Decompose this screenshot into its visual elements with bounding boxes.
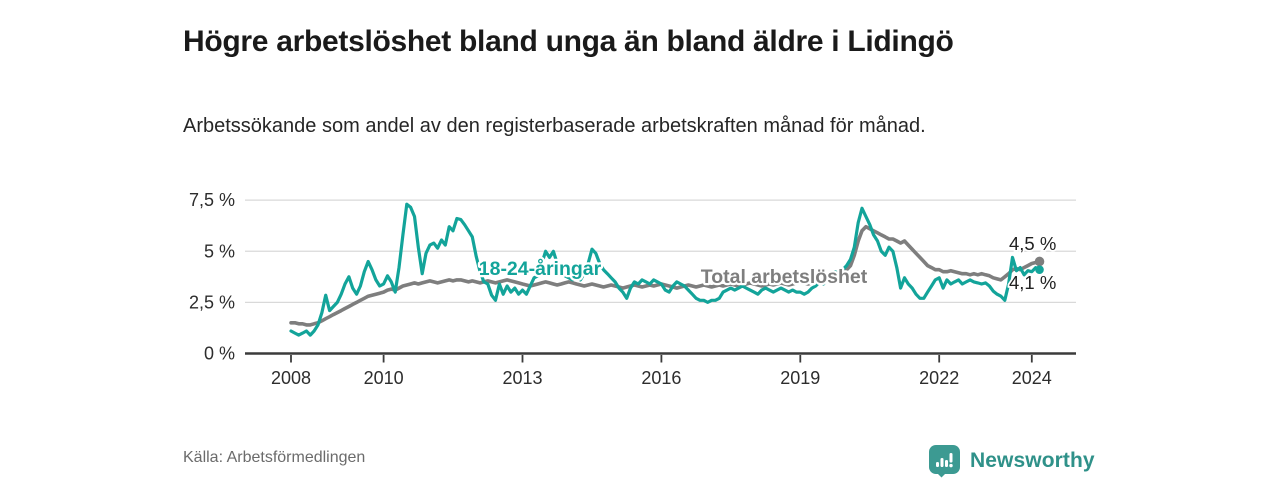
y-tick-label: 2,5 %	[189, 292, 235, 312]
series-label-young: 18-24-åringar	[479, 257, 602, 280]
x-tick-label: 2016	[641, 368, 681, 388]
page-subtitle: Arbetssökande som andel av den registerb…	[183, 115, 926, 137]
x-tick-label: 2024	[1012, 368, 1052, 388]
series-label-total: Total arbetslöshet	[701, 266, 868, 288]
bar-chart-speech-bubble-icon	[929, 445, 960, 478]
series-line-young	[289, 202, 1042, 337]
end-dot-total	[1034, 256, 1045, 267]
newsworthy-logo: Newsworthy	[928, 444, 1095, 478]
brand-name: Newsworthy	[970, 449, 1095, 472]
x-tick-label: 2010	[364, 368, 404, 388]
series-line-total	[289, 224, 1042, 327]
y-tick-label: 0 %	[204, 344, 235, 364]
x-tick-label: 2019	[780, 368, 820, 388]
y-tick-label: 7,5 %	[189, 190, 235, 210]
x-tick-label: 2022	[919, 368, 959, 388]
end-dot-young	[1035, 265, 1044, 274]
y-tick-label: 5 %	[204, 241, 235, 261]
x-tick-label: 2013	[502, 368, 542, 388]
end-value-label-total: 4,5 %	[1009, 233, 1056, 254]
source-note: Källa: Arbetsförmedlingen	[183, 449, 366, 466]
page-title: Högre arbetslöshet bland unga än bland ä…	[183, 25, 954, 59]
end-value-label-young: 4,1 %	[1009, 272, 1056, 293]
x-tick-label: 2008	[271, 368, 311, 388]
